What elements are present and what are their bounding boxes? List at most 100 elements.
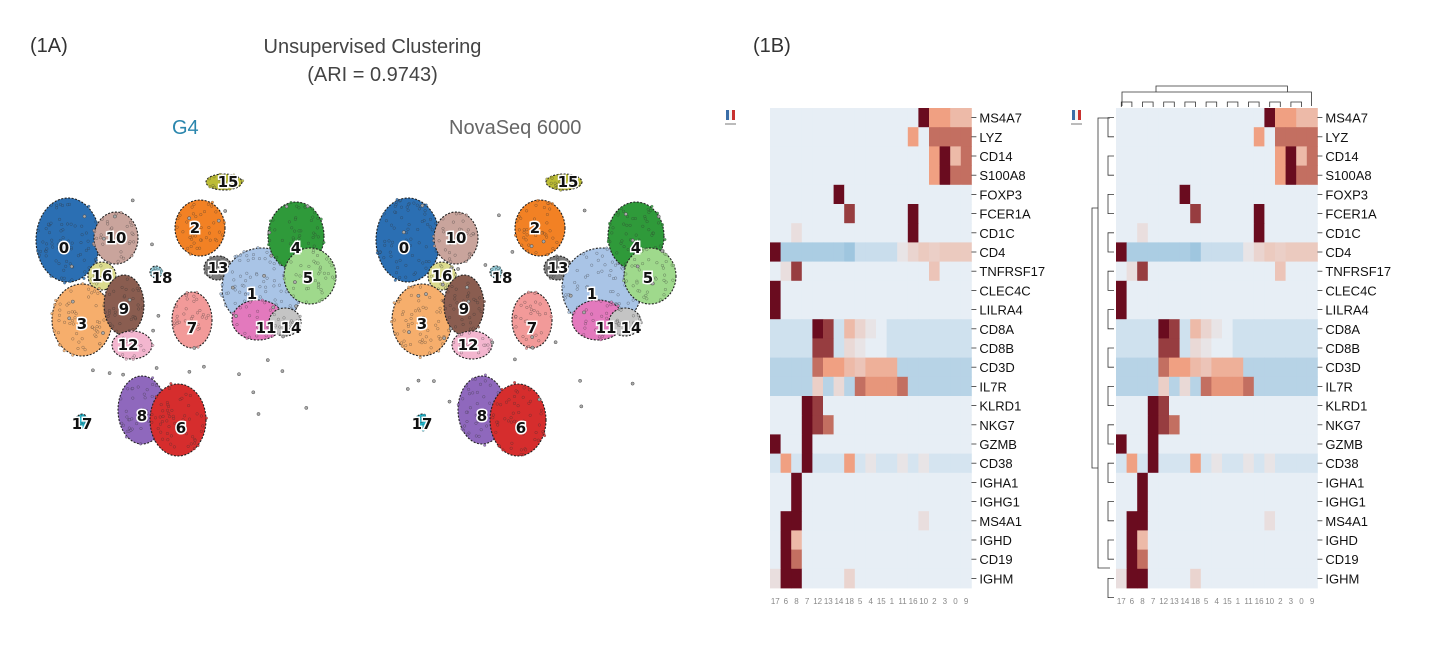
gene-label: S100A8: [979, 168, 1025, 183]
heat-cell: [1285, 280, 1297, 301]
heat-cell: [1232, 261, 1244, 282]
heat-cell: [1275, 568, 1286, 589]
gene-label: IL7R: [1325, 379, 1352, 394]
heat-cell: [1296, 511, 1308, 531]
heat-cell: [918, 223, 930, 243]
heat-cell: [1116, 280, 1127, 301]
heat-cell: [1137, 165, 1149, 186]
heat-cell: [833, 453, 845, 474]
heat-cell: [1179, 357, 1191, 378]
heat-cell: [1147, 300, 1159, 320]
heat-cell: [791, 453, 803, 474]
gene-label: FCER1A: [1325, 207, 1377, 222]
heat-cell: [907, 549, 919, 570]
heat-cell: [897, 165, 909, 186]
umap-title-g4: G4: [172, 117, 199, 139]
cluster-label-13: 13: [548, 259, 569, 277]
heat-cell: [929, 204, 940, 224]
heat-cell: [844, 511, 856, 531]
heat-cell: [854, 492, 866, 512]
heat-cell: [1285, 511, 1297, 531]
cluster-17: [75, 413, 90, 431]
heat-cell: [1116, 204, 1127, 224]
heat-cell: [876, 261, 887, 282]
heat-cell: [1243, 165, 1255, 186]
heat-cell: [1169, 511, 1180, 531]
column-label: 1: [1236, 597, 1241, 606]
heat-cell: [1222, 396, 1233, 416]
heat-cell: [833, 511, 845, 531]
heat-cell: [918, 434, 930, 454]
heat-cell: [929, 300, 940, 320]
heat-cell: [918, 300, 930, 320]
heat-cell: [1147, 434, 1159, 454]
heat-cell: [823, 434, 834, 454]
heat-cell: [791, 530, 803, 550]
heat-cell: [1169, 415, 1180, 435]
heat-cell: [1275, 415, 1286, 435]
heat-cell: [1296, 434, 1308, 454]
heat-cell: [780, 165, 792, 186]
heat-cell: [1200, 376, 1212, 397]
heat-cell: [1264, 184, 1276, 205]
heat-cell: [1275, 492, 1286, 512]
heat-cell: [865, 146, 877, 166]
heat-cell: [1285, 568, 1297, 589]
heat-cell: [791, 319, 803, 339]
heat-cell: [1179, 300, 1191, 320]
heat-cell: [854, 357, 866, 378]
heat-cell: [823, 415, 834, 435]
heat-cell: [791, 472, 803, 493]
cluster-5: [282, 247, 337, 305]
cluster-6: [489, 381, 547, 457]
cluster-18: [149, 265, 164, 280]
column-label: 3: [1289, 597, 1294, 606]
gene-label: MS4A1: [1325, 514, 1368, 529]
heat-cell: [1179, 280, 1191, 301]
heat-cell: [1275, 146, 1286, 166]
heat-cell: [770, 549, 781, 570]
heat-cell: [801, 127, 813, 147]
cluster-15: [545, 173, 583, 192]
heat-cell: [1116, 549, 1127, 570]
heat-cell: [1200, 146, 1212, 166]
gene-label: LYZ: [979, 130, 1002, 145]
heat-cell: [1137, 472, 1149, 493]
heat-cell: [918, 549, 930, 570]
heat-cell: [876, 453, 887, 474]
column-label: 9: [1310, 597, 1315, 606]
heat-cell: [960, 357, 972, 378]
gene-label: CD3D: [1325, 360, 1360, 375]
heat-cell: [1169, 223, 1180, 243]
heat-cell: [1169, 127, 1180, 147]
cluster-label-0: 0: [59, 239, 69, 257]
heat-cell: [907, 396, 919, 416]
cluster-label-4: 4: [631, 239, 641, 257]
heat-cell: [1275, 165, 1286, 186]
heat-cell: [1190, 108, 1202, 128]
heat-cell: [770, 453, 781, 474]
heat-cell: [1232, 204, 1244, 224]
heat-cell: [1169, 242, 1180, 262]
heat-cell: [1169, 396, 1180, 416]
heat-cell: [1232, 568, 1244, 589]
heat-cell: [1232, 357, 1244, 378]
heat-cell: [929, 108, 940, 128]
heat-cell: [1169, 319, 1180, 339]
heat-cell: [907, 280, 919, 301]
heat-cell: [929, 127, 940, 147]
heat-cell: [1232, 223, 1244, 243]
heat-cell: [876, 319, 887, 339]
gene-label: S100A8: [1325, 168, 1371, 183]
heat-cell: [1296, 549, 1308, 570]
heat-cell: [886, 492, 898, 512]
heat-cell: [1211, 415, 1223, 435]
heat-cell: [950, 357, 962, 378]
heat-cell: [833, 127, 845, 147]
cluster-label-17: 17: [412, 415, 433, 433]
heat-cell: [801, 280, 813, 301]
heat-cell: [1306, 261, 1318, 282]
heat-cell: [939, 549, 951, 570]
gene-label: IGHA1: [1325, 475, 1364, 490]
heat-cell: [823, 300, 834, 320]
